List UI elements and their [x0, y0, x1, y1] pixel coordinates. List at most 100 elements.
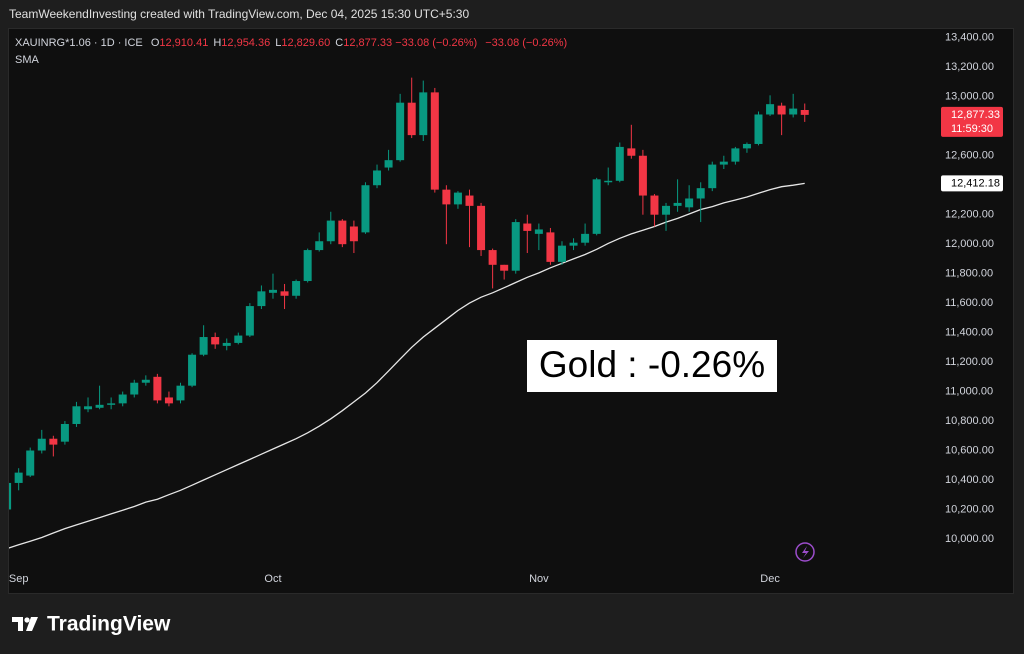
ohlc-key: H	[213, 37, 222, 49]
y-tick-label: 10,000.00	[945, 533, 994, 545]
candle-body	[222, 342, 231, 346]
candle-body	[95, 404, 104, 408]
candle-body	[396, 102, 405, 161]
sma-price-tag	[941, 175, 1003, 192]
candle-body	[673, 202, 682, 206]
candle-body	[9, 482, 12, 510]
candle-body	[292, 281, 301, 296]
y-tick-label: 11,000.00	[945, 385, 993, 397]
candle-body	[754, 114, 763, 144]
candle-body	[638, 155, 647, 196]
y-tick-label: 11,600.00	[945, 297, 993, 309]
candle-body	[199, 337, 208, 355]
candle-body	[107, 403, 116, 405]
candle-body	[442, 189, 451, 205]
y-tick-label: 11,400.00	[945, 327, 993, 339]
y-tick-label: 12,600.00	[945, 150, 994, 162]
candle-body	[708, 164, 717, 189]
plot-area	[9, 77, 809, 549]
symbol: XAUINRG*1.06 · 1D · ICE	[15, 37, 143, 49]
candle-body	[477, 205, 486, 251]
candle-body	[419, 92, 428, 136]
candle-body	[800, 110, 809, 115]
candle-body	[361, 185, 370, 233]
candle-body	[245, 306, 254, 336]
candle-body	[257, 291, 266, 307]
candle-body	[569, 242, 578, 246]
candle-body	[164, 397, 173, 404]
ohlc-key: C	[335, 37, 344, 49]
annotation: Gold : -0.26%	[539, 344, 765, 385]
candle-body	[685, 198, 694, 208]
candle-body	[49, 438, 58, 445]
candle-body	[176, 385, 185, 401]
candle-body	[72, 406, 81, 424]
brand-logo	[12, 617, 38, 631]
candle-body	[280, 291, 289, 296]
annotation-box	[527, 340, 777, 392]
candle-body	[534, 229, 543, 234]
countdown: 11:59:30	[951, 123, 993, 135]
sma-line	[9, 182, 805, 549]
candle-body	[303, 250, 312, 282]
candle-body	[118, 394, 127, 404]
candle-body	[662, 205, 671, 215]
candle-body	[373, 170, 382, 186]
alert-icon[interactable]	[795, 542, 815, 562]
candle-body	[465, 195, 474, 206]
candle-body	[384, 160, 393, 168]
change: −33.08 (−0.26%)	[485, 37, 568, 49]
candle-body	[234, 335, 243, 343]
y-tick-label: 10,200.00	[945, 503, 994, 515]
candle-body	[130, 382, 139, 395]
candle-body	[326, 220, 335, 242]
candle-body	[37, 438, 46, 451]
y-tick-label: 12,200.00	[945, 209, 994, 221]
candle-body	[719, 161, 728, 165]
brand-name: TradingView	[47, 613, 171, 636]
ohlc-value: 12,910.41	[159, 37, 209, 49]
y-tick-label: 13,200.00	[945, 61, 994, 73]
candle-body	[742, 143, 751, 149]
candle-body	[84, 406, 93, 410]
candle-body	[141, 379, 150, 383]
candle-body	[604, 180, 613, 183]
candle-body	[453, 192, 462, 205]
candle-body	[696, 188, 705, 199]
candle-body	[627, 148, 636, 156]
candle-body	[546, 232, 555, 262]
ohlc-key: O	[150, 37, 160, 49]
x-tick-label: Nov	[529, 573, 549, 585]
y-tick-label: 11,200.00	[945, 356, 993, 368]
candle-body	[500, 264, 509, 271]
candle-body	[188, 354, 197, 386]
sma-legend: SMA	[15, 54, 39, 66]
candle-body	[766, 104, 775, 115]
y-tick-label: 10,600.00	[945, 444, 994, 456]
y-tick-label: 11,800.00	[945, 268, 993, 280]
x-tick-label: Sep	[9, 573, 29, 585]
candle-body	[268, 289, 277, 293]
legend-row: XAUINRG*1.06 · 1D · ICE O12,910.41 H12,95…	[15, 37, 567, 49]
candle-body	[511, 222, 520, 271]
candle-body	[650, 195, 659, 215]
ohlc-value: 12,829.60	[281, 37, 331, 49]
candle-body	[60, 423, 69, 442]
candle-body	[523, 223, 532, 231]
candle-body	[430, 92, 439, 190]
candle-body	[315, 241, 324, 251]
ohlc-key: L	[275, 37, 282, 49]
candle-body	[338, 220, 347, 245]
candle-body	[153, 376, 162, 401]
candle-body	[592, 179, 601, 234]
candle-body	[349, 226, 358, 242]
candle-body	[777, 105, 786, 115]
sma-price: 12,412.18	[951, 177, 1000, 189]
credit: TeamWeekendInvesting created with Tradin…	[9, 7, 470, 21]
ohlc: O12,910.41 H12,954.36 L12,829.60 C12,877.33	[146, 37, 392, 49]
last-price-tag	[941, 106, 1003, 137]
last-price: 12,877.33	[951, 109, 1000, 121]
candle-body	[581, 233, 590, 243]
